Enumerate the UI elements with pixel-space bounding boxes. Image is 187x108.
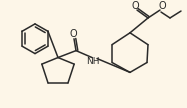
- Text: NH: NH: [86, 56, 100, 66]
- Text: O: O: [132, 1, 139, 11]
- Text: O: O: [69, 29, 77, 39]
- Text: O: O: [159, 1, 166, 11]
